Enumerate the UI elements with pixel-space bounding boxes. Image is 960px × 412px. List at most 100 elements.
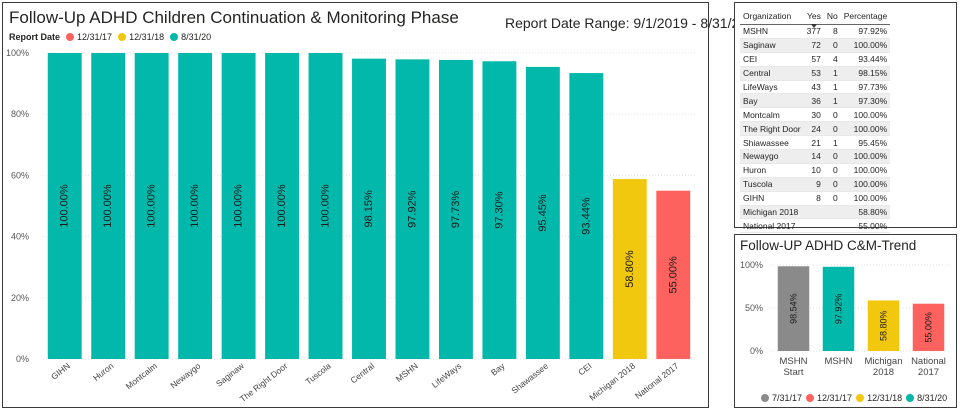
data-label: 100.00% [189, 184, 201, 228]
bar-central[interactable] [352, 58, 386, 359]
table-row[interactable]: CEI 57 4 93.44% [740, 52, 891, 67]
cell-organization: Bay [740, 93, 804, 109]
trend-chart-legend[interactable]: 7/31/17 12/31/17 12/31/18 8/31/20 [761, 393, 947, 403]
x-tick-label: Central [348, 361, 376, 386]
table-row[interactable]: The Right Door 24 0 100.00% [740, 121, 891, 137]
bar-the-right-door[interactable] [265, 53, 300, 359]
y-tick-label: 80% [11, 109, 29, 119]
cell-organization: MSHN [740, 24, 804, 39]
legend-item-12-31-18[interactable]: 12/31/18 [856, 393, 902, 403]
report-date-range: Report Date Range: 9/1/2019 - 8/31/2020 [505, 15, 763, 31]
legend-label: 12/31/18 [867, 393, 903, 403]
cell-no: 0 [823, 121, 841, 137]
cell-yes: 36 [803, 93, 824, 109]
bar-lifeways[interactable] [438, 59, 473, 360]
legend-item-8-31-20[interactable]: 8/31/20 [906, 393, 947, 403]
cell-no: 4 [823, 52, 841, 67]
bar-montcalm[interactable] [134, 53, 169, 359]
y-tick-label: 100% [740, 260, 763, 270]
cell-organization: The Right Door [740, 121, 804, 137]
cell-yes: 10 [803, 163, 824, 178]
column-header-percentage[interactable]: Percentage [840, 9, 891, 25]
bar-mshn[interactable] [395, 59, 430, 359]
column-header-no[interactable]: No [823, 9, 841, 25]
trend-bar-national-2017[interactable] [912, 303, 945, 351]
bar-newaygo[interactable] [178, 53, 213, 359]
table-row[interactable]: Montcalm 30 0 100.00% [740, 107, 891, 123]
data-label: 95.45% [537, 194, 549, 232]
legend-item-12-31-17[interactable]: 12/31/17 [806, 393, 852, 403]
main-chart-panel: Follow-Up ADHD Children Continuation & M… [2, 2, 763, 408]
organization-table: Organization Yes No Percentage MSHN 377 8 9… [740, 9, 891, 234]
bar-cei[interactable] [569, 73, 604, 359]
cell-organization: Michigan 2018 [740, 205, 804, 220]
table-row[interactable]: Michigan 2018 58.80% [740, 205, 891, 220]
bar-tuscola[interactable] [308, 53, 343, 359]
table-row[interactable]: LifeWays 43 1 97.73% [740, 80, 891, 95]
bar-gihn[interactable] [47, 53, 82, 359]
legend-item-12-31-17[interactable]: 12/31/17 [66, 32, 112, 42]
cell-no: 0 [823, 149, 841, 164]
data-label: 100.00% [320, 184, 332, 228]
x-tick-label: Tuscola [303, 361, 333, 387]
main-chart-legend[interactable]: Report Date 12/31/17 12/31/18 8/31/20 [9, 32, 217, 42]
data-label: 97.73% [450, 191, 462, 229]
cell-organization: LifeWays [740, 80, 804, 95]
table-row[interactable]: GIHN 8 0 100.00% [740, 191, 891, 206]
legend-item-12-31-18[interactable]: 12/31/18 [118, 32, 164, 42]
bar-saginaw[interactable] [221, 53, 256, 359]
y-tick-label: 60% [11, 170, 29, 180]
legend-label: 7/31/17 [772, 393, 803, 403]
cell-no: 1 [823, 93, 841, 109]
cell-yes: 43 [803, 80, 824, 95]
cell-organization: Huron [740, 163, 804, 178]
legend-dot [906, 394, 915, 402]
x-tick-label: Michigan 2018 [587, 361, 637, 403]
cell-no: 0 [823, 38, 841, 53]
x-tick-label: MSHN [780, 356, 808, 367]
cell-no: 0 [823, 163, 841, 178]
table-row[interactable]: Saginaw 72 0 100.00% [740, 38, 891, 53]
table-row[interactable]: Tuscola 9 0 100.00% [740, 177, 891, 192]
trend-bar-mshn[interactable] [822, 266, 855, 351]
y-tick-label: 0% [16, 354, 29, 364]
cell-organization: Montcalm [740, 107, 804, 123]
table-header-row: Organization Yes No Percentage [740, 9, 891, 28]
cell-yes: 72 [803, 38, 824, 53]
table-row[interactable]: Bay 36 1 97.30% [740, 93, 891, 109]
legend-label: 12/31/17 [817, 393, 853, 403]
table-row[interactable]: Newaygo 14 0 100.00% [740, 149, 891, 164]
column-header-yes[interactable]: Yes [803, 9, 824, 28]
table-row[interactable]: Central 53 1 98.15% [740, 66, 891, 81]
bar-michigan-2018[interactable] [612, 179, 647, 359]
cell-percentage: 93.44% [840, 52, 891, 67]
trend-bar-mshn-start[interactable] [777, 266, 810, 351]
bar-huron[interactable] [91, 53, 126, 359]
trend-bar-michigan-2018[interactable] [867, 300, 900, 351]
bar-national-2017[interactable] [656, 190, 691, 359]
cell-percentage: 100.00% [840, 107, 891, 123]
cell-organization: CEI [740, 52, 804, 67]
table-row[interactable]: Huron 10 0 100.00% [740, 163, 891, 178]
legend-label: 8/31/20 [181, 32, 212, 42]
trend-bar-chart[interactable]: 0%50%100%98.54%MSHNStart97.92%MSHN58.80%… [735, 235, 956, 407]
table-row[interactable]: Shiawassee 21 1 95.45% [740, 135, 891, 151]
cell-no: 1 [823, 80, 841, 95]
cell-yes: 8 [803, 191, 824, 206]
legend-item-8-31-20[interactable]: 8/31/20 [170, 32, 211, 42]
x-tick-label: 2017 [918, 367, 939, 378]
column-header-organization[interactable]: Organization [740, 9, 804, 25]
bar-bay[interactable] [482, 61, 517, 360]
cell-organization: Shiawassee [740, 135, 804, 151]
y-tick-label: 50% [745, 303, 763, 313]
legend-dot [856, 394, 865, 402]
x-tick-label: National 2017 [633, 361, 681, 401]
bar-shawassee[interactable] [525, 66, 560, 359]
legend-item-7-31-17[interactable]: 7/31/17 [761, 393, 802, 403]
main-bar-chart[interactable]: 0% 20% 40% 60% 80% 100% 100.00% GIHN 100.00% Huro… [3, 3, 708, 407]
cell-percentage: 97.30% [840, 93, 891, 109]
cell-yes: 21 [803, 135, 824, 151]
table-row[interactable]: MSHN 377 8 97.92% [740, 24, 891, 39]
table-row[interactable]: National 2017 55.00% [740, 218, 891, 234]
legend-label: 12/31/17 [77, 32, 113, 42]
